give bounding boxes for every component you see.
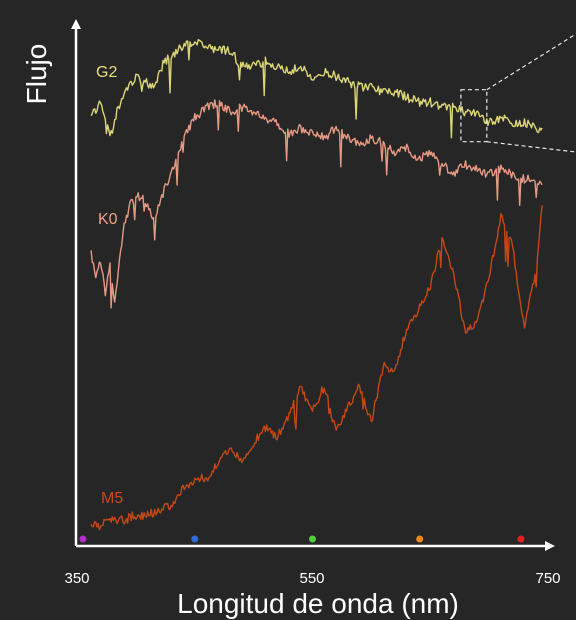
y-axis-title: Flujo [21, 44, 52, 105]
x-axis-title: Longitud de onda (nm) [177, 588, 459, 619]
wavelength-marker [309, 535, 316, 543]
series-label-m5: M5 [101, 490, 123, 507]
wavelength-marker [517, 535, 525, 543]
series-label-g2: G2 [96, 64, 117, 81]
wavelength-markers [79, 535, 525, 543]
wavelength-marker [416, 535, 424, 543]
series-line-g2 [90, 39, 543, 139]
series-line-k0 [90, 99, 543, 309]
x-tick-label: 750 [535, 570, 560, 587]
series-line-m5 [90, 205, 543, 531]
wavelength-marker [191, 535, 199, 543]
zoom-guide-line [486, 141, 576, 153]
x-tick-label: 350 [64, 570, 89, 587]
series-label-k0: K0 [98, 211, 118, 228]
x-tick-label: 550 [299, 570, 324, 587]
zoom-guide-line [486, 33, 576, 91]
zoom-box [460, 89, 488, 143]
wavelength-marker [79, 535, 87, 543]
series-layer [90, 39, 543, 531]
zoom-annotation [460, 33, 576, 153]
